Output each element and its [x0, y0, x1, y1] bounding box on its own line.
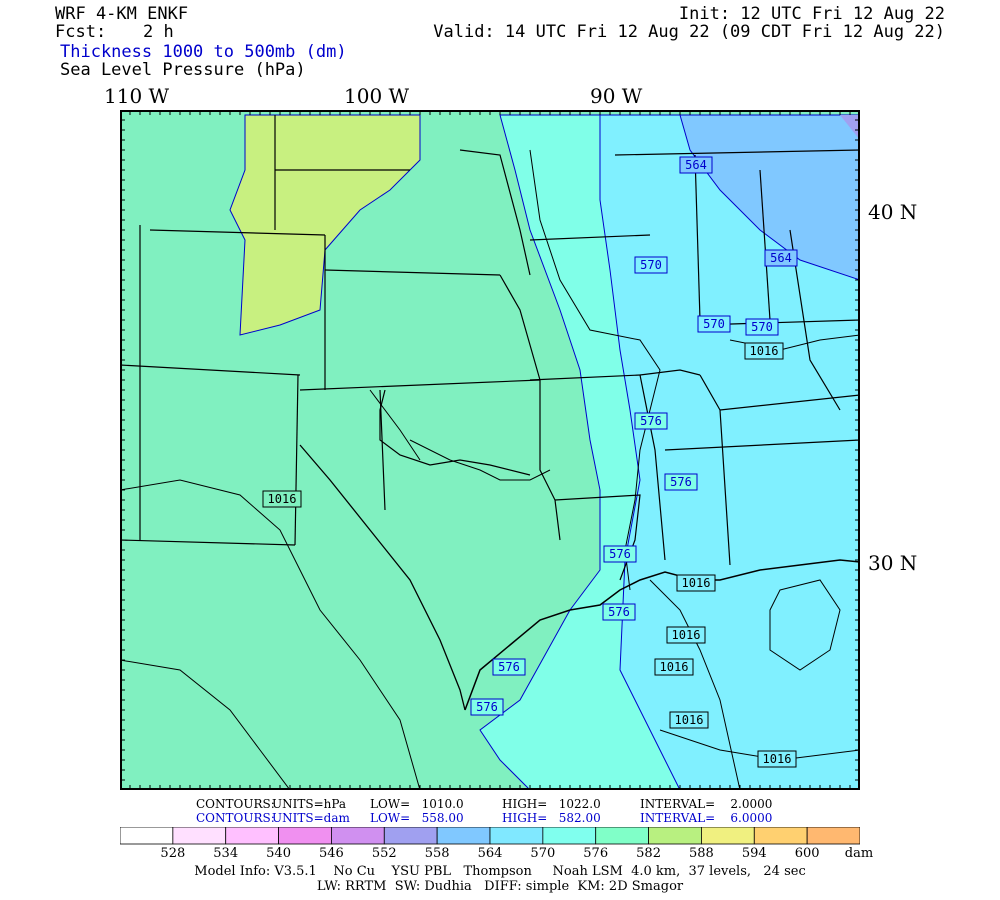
model-info: Model Info: V3.5.1 No Cu YSU PBL Thompso… — [194, 864, 806, 879]
forecast-label: Fcst: — [55, 22, 107, 42]
colorbar-tick-label: 594 — [741, 846, 767, 861]
thk-contours-label: CONTOURS: — [196, 811, 275, 825]
thickness-label: 576 — [670, 475, 692, 489]
model-physics: LW: RRTM SW: Dudhia DIFF: simple KM: 2D … — [316, 879, 684, 894]
colorbar — [120, 827, 860, 845]
slp-label: 1016 — [672, 628, 701, 642]
colorbar-tick-label: 582 — [636, 846, 661, 861]
thickness-band-558 — [840, 115, 860, 140]
init-time: Init: 12 UTC Fri 12 Aug 22 — [678, 4, 945, 24]
slp-label: 1016 — [682, 576, 711, 590]
colorbar-tick-label: 558 — [424, 846, 450, 861]
colorbar-units: dam — [844, 846, 874, 861]
slp-label: 1016 — [660, 660, 689, 674]
thickness-labels: 564 564 570 570 570 576 576 576 576 576 … — [470, 156, 798, 716]
slp-labels: 1016 1016 1016 1016 1016 1016 1016 — [262, 342, 797, 768]
slp-units: UNITS=hPa — [272, 797, 347, 811]
colorbar-tick-label: 600 — [794, 846, 820, 861]
colorbar-tick-label: 588 — [689, 846, 714, 861]
slp-label: 1016 — [268, 492, 297, 506]
thk-low: LOW= 558.00 — [370, 811, 464, 825]
colorbar-swatch — [806, 827, 860, 845]
colorbar-tick-label: 546 — [319, 846, 344, 861]
colorbar-swatch — [542, 827, 597, 845]
colorbar-tick-label: 534 — [213, 846, 239, 861]
field-slp-title: Sea Level Pressure (hPa) — [60, 60, 306, 80]
valid-time: Valid: 14 UTC Fri 12 Aug 22 (09 CDT Fri … — [433, 22, 945, 42]
lat-label-40n: 40 N — [868, 200, 918, 224]
colorbar-swatch — [225, 827, 279, 845]
colorbar-swatch — [648, 827, 702, 845]
map-frame — [120, 110, 860, 790]
thickness-label: 564 — [685, 158, 707, 172]
thickness-label: 570 — [751, 320, 773, 334]
colorbar-tick-label: 576 — [583, 846, 609, 861]
thk-high: HIGH= 582.00 — [502, 811, 601, 825]
slp-label: 1016 — [675, 713, 704, 727]
colorbar-tick-label: 528 — [160, 846, 186, 861]
thickness-label: 576 — [640, 414, 662, 428]
colorbar-swatch — [753, 827, 808, 845]
thickness-label: 576 — [498, 660, 520, 674]
lon-label-90w: 90 W — [590, 84, 643, 108]
lon-label-110w: 110 W — [104, 84, 170, 108]
colorbar-tick-label: 552 — [371, 846, 397, 861]
model-title: WRF 4-KM ENKF — [55, 4, 189, 24]
thk-units: UNITS=dam — [272, 811, 350, 825]
colorbar-swatch — [436, 827, 491, 845]
colorbar-swatch — [172, 827, 227, 845]
field-thickness-title: Thickness 1000 to 500mb (dm) — [60, 42, 347, 62]
colorbar-tick-label: 570 — [530, 846, 556, 861]
colorbar-tick-label: 540 — [266, 846, 291, 861]
slp-contours-label: CONTOURS: — [196, 797, 275, 811]
colorbar-swatch — [701, 827, 755, 845]
slp-low: LOW= 1010.0 — [370, 797, 464, 811]
gulf-coastline — [464, 559, 860, 711]
colorbar-swatch — [595, 827, 649, 845]
thickness-label: 576 — [476, 700, 498, 714]
colorbar-swatch — [331, 827, 385, 845]
forecast-hour: 2 h — [143, 22, 174, 42]
mexico-border — [299, 444, 466, 711]
slp-label: 1016 — [763, 752, 792, 766]
thickness-label: 570 — [703, 317, 725, 331]
rivers — [369, 149, 661, 591]
lon-label-100w: 100 W — [344, 84, 410, 108]
thickness-label: 576 — [609, 547, 631, 561]
forecast-map: 1016 1016 1016 1016 1016 1016 1016 564 5… — [120, 110, 860, 790]
colorbar-swatch — [383, 827, 438, 845]
colorbar-swatch — [278, 827, 332, 845]
colorbar-swatch — [489, 827, 544, 845]
state-borders — [120, 115, 860, 581]
colorbar-tick-label: 564 — [477, 846, 503, 861]
thickness-label: 570 — [640, 258, 662, 272]
slp-label: 1016 — [750, 344, 779, 358]
slp-high: HIGH= 1022.0 — [502, 797, 601, 811]
thickness-label: 564 — [770, 251, 792, 265]
lat-label-30n: 30 N — [868, 551, 918, 575]
slp-interval: INTERVAL= 2.0000 — [640, 797, 773, 811]
thk-interval: INTERVAL= 6.0000 — [640, 811, 773, 825]
colorbar-swatch — [120, 827, 174, 845]
slp-isobars — [120, 334, 860, 790]
thickness-label: 576 — [608, 605, 630, 619]
